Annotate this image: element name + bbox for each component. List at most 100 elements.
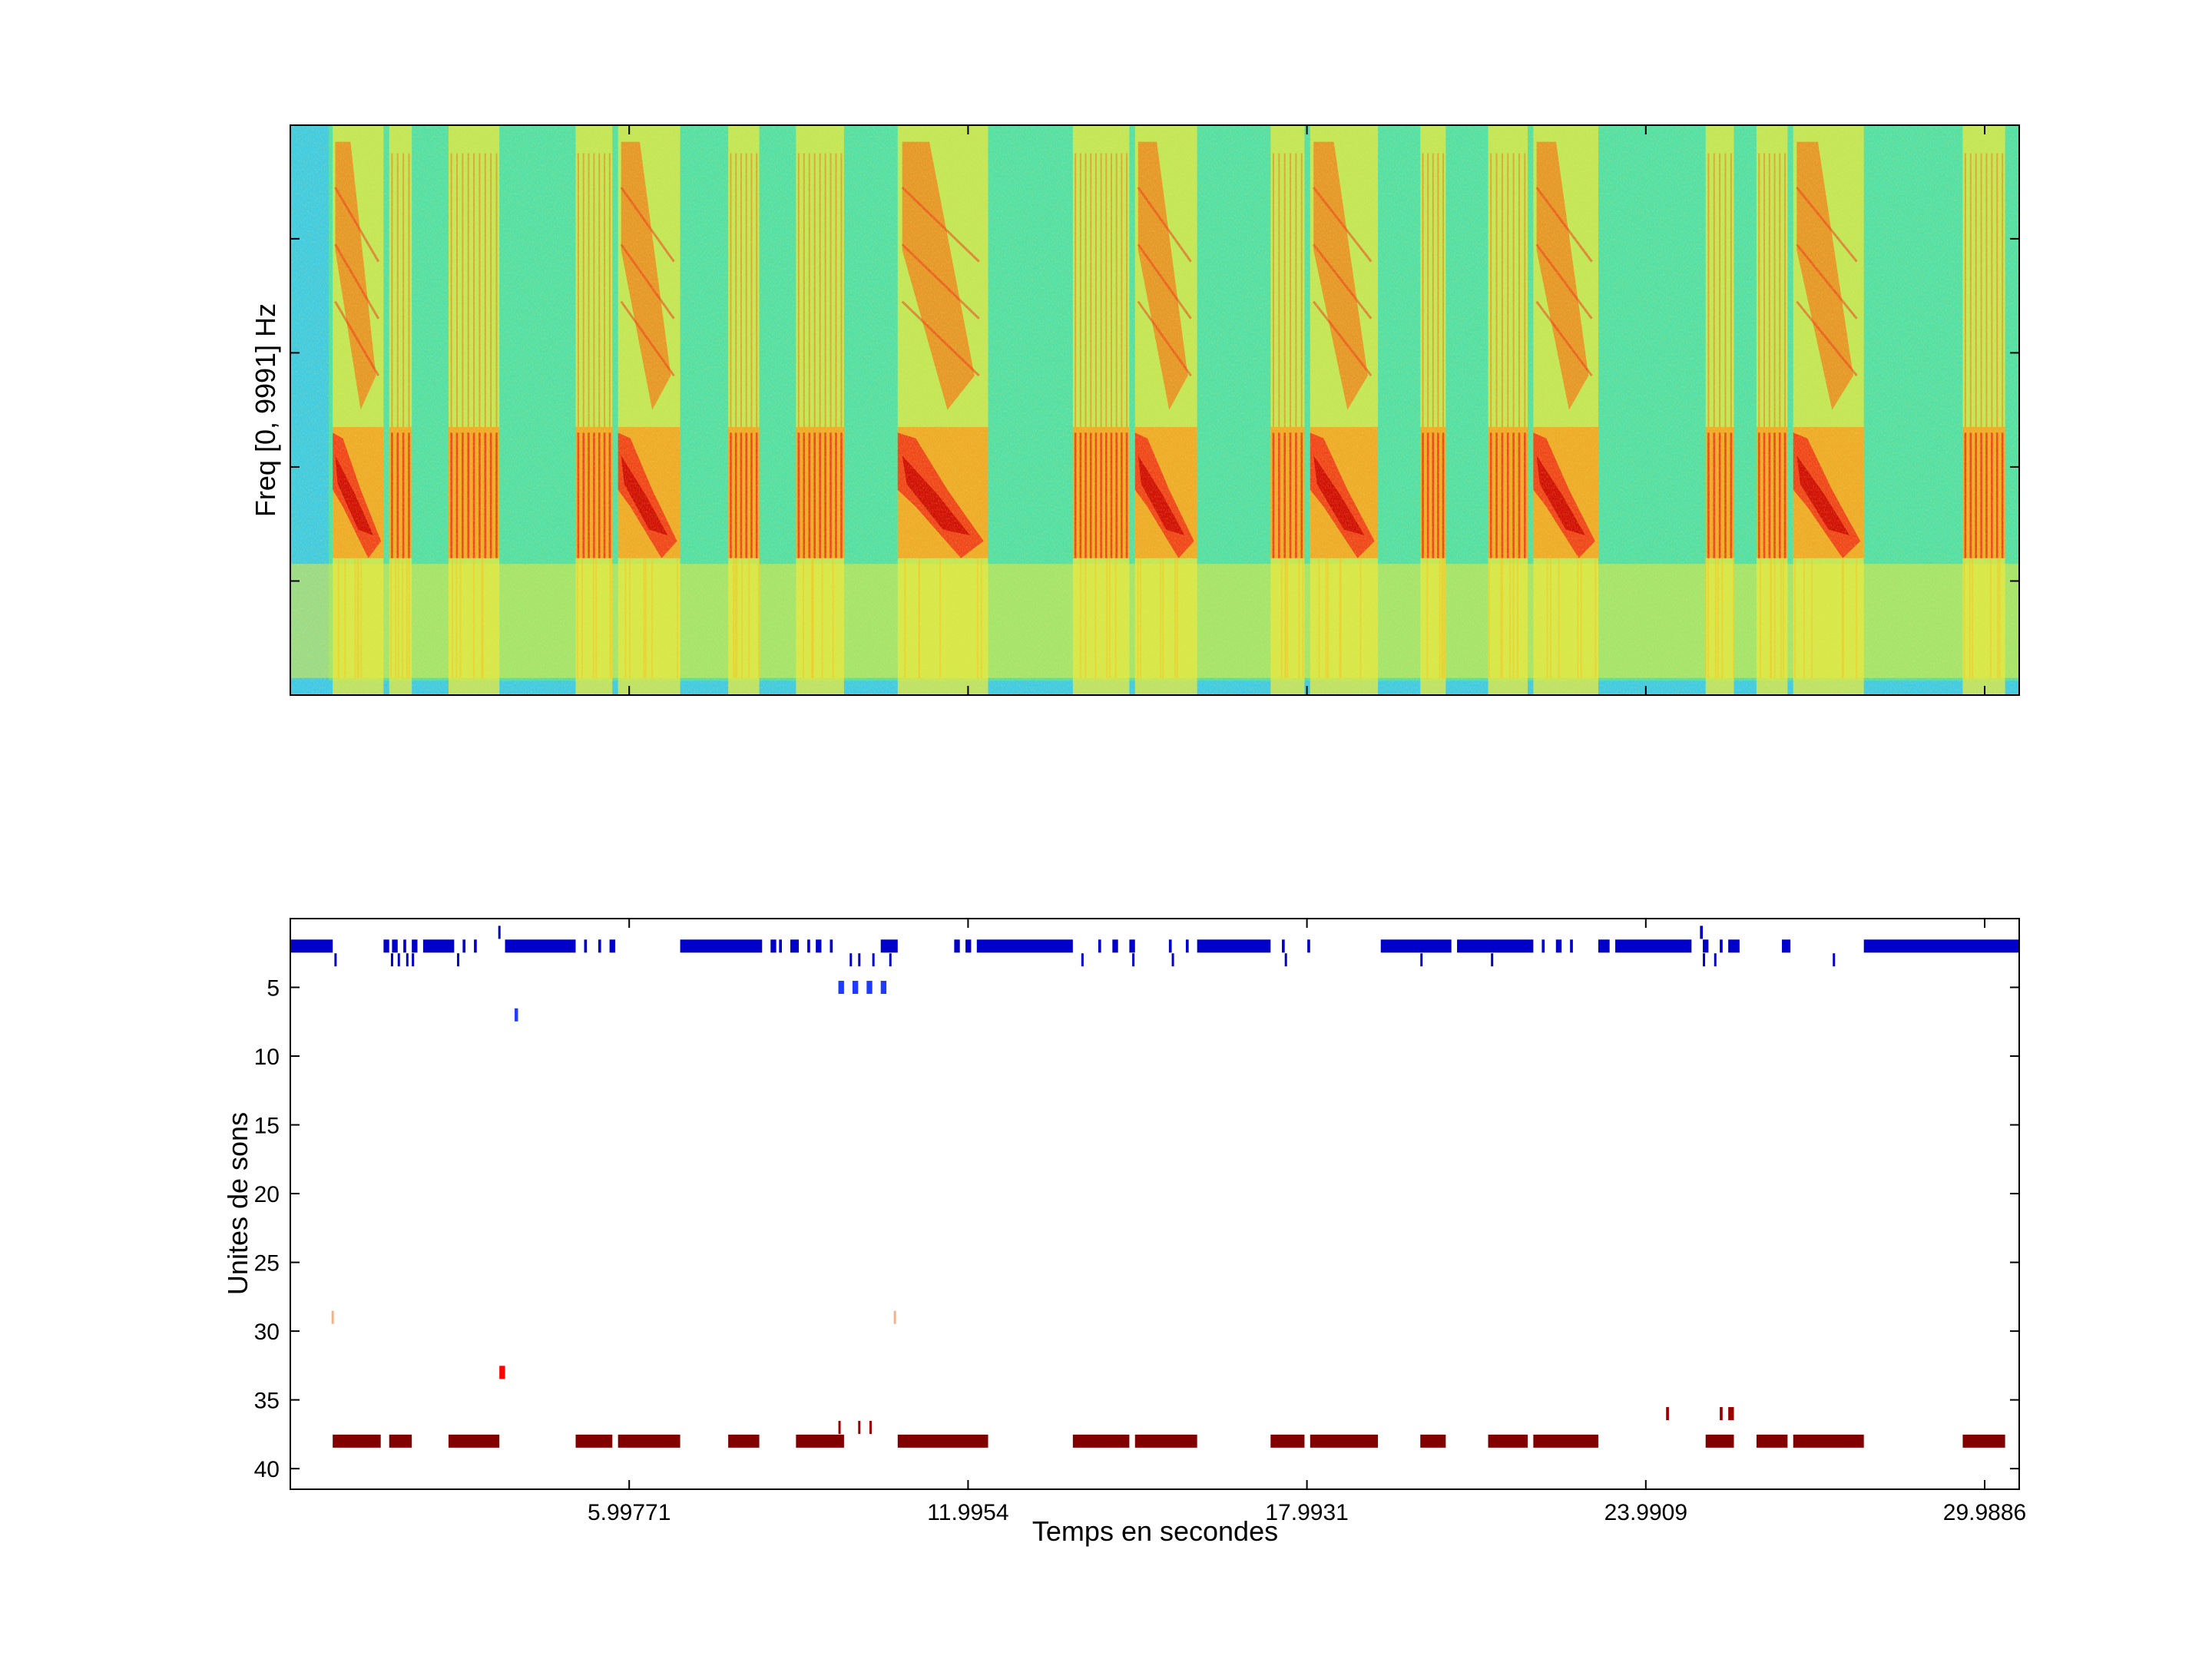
unit-event xyxy=(880,939,898,953)
unit-event xyxy=(849,953,853,967)
unit-event xyxy=(1197,939,1271,953)
units-axes: 5 10 15 20 25 30 35 40 5.99771 11.9954 17.9931 23.9… xyxy=(222,918,2026,1547)
unit-event xyxy=(1488,1434,1528,1448)
unit-event xyxy=(1833,953,1836,967)
unit-event xyxy=(1129,939,1135,953)
unit-event xyxy=(1307,939,1310,953)
unit-event xyxy=(1720,1407,1723,1421)
unit-event xyxy=(790,939,800,953)
unit-event xyxy=(448,1434,500,1448)
units-y-axis-label: Unites de sons xyxy=(222,1112,253,1295)
unit-row-37 xyxy=(838,1420,873,1434)
spectrogram-axes: Freq [0, 9991] Hz xyxy=(250,124,2020,696)
unit-event xyxy=(869,1420,873,1434)
unit-event xyxy=(575,1434,613,1448)
unit-row-29 xyxy=(331,1310,896,1324)
unit-event xyxy=(389,1434,412,1448)
unit-event xyxy=(598,939,601,953)
unit-event xyxy=(1081,953,1084,967)
unit-event xyxy=(1072,1434,1130,1448)
unit-event xyxy=(498,926,501,939)
unit-event xyxy=(1541,939,1545,953)
unit-event xyxy=(965,939,972,953)
unit-event xyxy=(1728,1407,1734,1421)
unit-event xyxy=(1491,953,1494,967)
unit-event xyxy=(462,939,466,953)
unit-event xyxy=(390,953,393,967)
y-tick-label: 40 xyxy=(254,1457,280,1482)
y-tick-label: 10 xyxy=(254,1045,280,1070)
unit-event xyxy=(1284,953,1287,967)
unit-event xyxy=(1132,953,1135,967)
unit-event xyxy=(1863,939,2019,953)
x-tick-label: 23.9909 xyxy=(1604,1500,1687,1525)
unit-row-38 xyxy=(333,1434,2005,1448)
spectrogram-grain xyxy=(290,125,2019,695)
unit-event xyxy=(1700,926,1704,939)
unit-event xyxy=(880,981,887,995)
x-tick-label: 5.99771 xyxy=(588,1500,671,1525)
unit-event xyxy=(1185,939,1189,953)
unit-event xyxy=(1782,939,1791,953)
y-tick-label: 15 xyxy=(254,1114,280,1139)
unit-event xyxy=(897,1434,988,1448)
unit-event xyxy=(1533,1434,1598,1448)
unit-event xyxy=(838,1420,841,1434)
units-frame xyxy=(290,918,2020,1490)
unit-event xyxy=(796,1434,844,1448)
y-tick-label: 30 xyxy=(254,1320,280,1345)
unit-event xyxy=(1420,1434,1446,1448)
unit-event xyxy=(858,1420,861,1434)
unit-event xyxy=(852,981,859,995)
unit-row-3 xyxy=(334,953,1836,967)
x-tick-label: 17.9931 xyxy=(1265,1500,1348,1525)
unit-event xyxy=(499,1366,505,1379)
unit-event xyxy=(1714,953,1717,967)
unit-events xyxy=(290,926,2019,1448)
unit-event xyxy=(609,939,615,953)
unit-event xyxy=(515,1008,518,1022)
unit-event xyxy=(1793,1434,1864,1448)
y-tick-label: 25 xyxy=(254,1251,280,1277)
unit-event xyxy=(397,953,400,967)
unit-event xyxy=(1615,939,1692,953)
unit-row-2 xyxy=(290,939,2019,953)
spectrogram-y-axis-label: Freq [0, 9991] Hz xyxy=(250,303,281,517)
unit-row-36 xyxy=(1666,1407,1734,1421)
unit-event xyxy=(976,939,1073,953)
y-tick-label: 35 xyxy=(254,1389,280,1414)
unit-event xyxy=(816,939,822,953)
unit-event xyxy=(889,953,892,967)
unit-event xyxy=(1666,1407,1669,1421)
unit-event xyxy=(838,981,844,995)
unit-event xyxy=(505,939,576,953)
unit-event xyxy=(1134,1434,1197,1448)
unit-event xyxy=(1112,939,1118,953)
unit-event xyxy=(807,939,810,953)
unit-event xyxy=(334,953,337,967)
unit-event xyxy=(1457,939,1534,953)
unit-event xyxy=(779,939,782,953)
unit-event xyxy=(474,939,477,953)
unit-event xyxy=(1705,1434,1734,1448)
unit-event xyxy=(1962,1434,2005,1448)
unit-event xyxy=(1720,939,1723,953)
unit-row-5 xyxy=(838,981,887,995)
unit-event xyxy=(412,939,418,953)
unit-event xyxy=(1098,939,1101,953)
unit-event xyxy=(392,939,398,953)
unit-event xyxy=(383,939,389,953)
unit-event xyxy=(1310,1434,1379,1448)
unit-event xyxy=(1703,953,1706,967)
x-tick-label: 11.9954 xyxy=(927,1500,1008,1525)
unit-event xyxy=(412,953,415,967)
unit-event xyxy=(618,1434,680,1448)
unit-event xyxy=(1756,1434,1788,1448)
unit-event xyxy=(584,939,588,953)
unit-row-33 xyxy=(499,1366,505,1379)
unit-event xyxy=(1380,939,1452,953)
spectrogram-ticks xyxy=(290,125,2019,695)
unit-event xyxy=(457,953,460,967)
unit-event xyxy=(830,939,833,953)
